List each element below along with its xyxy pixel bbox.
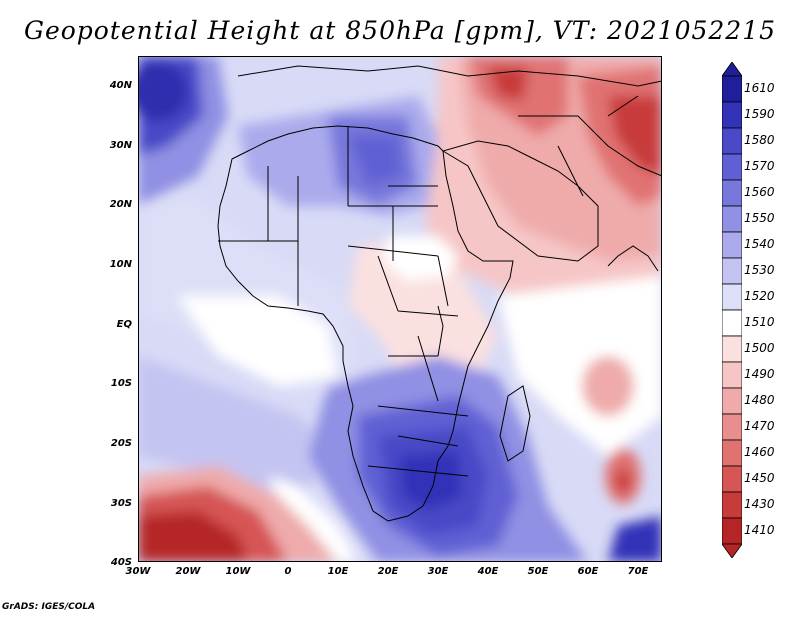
colorbar-swatch xyxy=(722,75,742,103)
lat-label-30n: 30N xyxy=(109,140,132,151)
colorbar-level-label: 1410 xyxy=(744,523,775,537)
lat-label-10s: 10S xyxy=(110,378,132,389)
lon-label-50e: 50E xyxy=(527,566,549,577)
colorbar-swatch xyxy=(722,361,742,389)
colorbar-level-label: 1550 xyxy=(744,211,775,225)
colorbar-swatch xyxy=(722,283,742,311)
colorbar-level-label: 1480 xyxy=(744,393,775,407)
lat-label-40n: 40N xyxy=(109,80,132,91)
colorbar-level-label: 1500 xyxy=(744,341,775,355)
footer-credit: GrADS: IGES/COLA xyxy=(2,602,96,612)
colorbar-level-label: 1610 xyxy=(744,81,775,95)
colorbar-level-label: 1470 xyxy=(744,419,775,433)
colorbar-swatch xyxy=(722,101,742,129)
colorbar-swatch xyxy=(722,413,742,441)
colorbar-level-label: 1510 xyxy=(744,315,775,329)
lon-label-40e: 40E xyxy=(477,566,499,577)
colorbar-bottom-arrow xyxy=(722,543,742,558)
colorbar-level-label: 1560 xyxy=(744,185,775,199)
lon-label-20w: 20W xyxy=(175,566,201,577)
colorbar-level-label: 1460 xyxy=(744,445,775,459)
colorbar-swatch xyxy=(722,491,742,519)
map-frame xyxy=(138,56,662,562)
colorbar-level-label: 1520 xyxy=(744,289,775,303)
lat-label-40s: 40S xyxy=(110,557,132,568)
geopotential-height-map xyxy=(138,56,662,562)
colorbar xyxy=(722,62,742,558)
colorbar-swatch xyxy=(722,231,742,259)
colorbar-swatch xyxy=(722,127,742,155)
colorbar-swatch xyxy=(722,309,742,337)
colorbar-swatch xyxy=(722,439,742,467)
coastline-africa xyxy=(217,65,662,522)
colorbar-swatch xyxy=(722,205,742,233)
map-panel xyxy=(138,56,662,562)
colorbar-level-label: 1530 xyxy=(744,263,775,277)
colorbar-level-label: 1570 xyxy=(744,159,775,173)
colorbar-swatch xyxy=(722,257,742,285)
colorbar-level-label: 1590 xyxy=(744,107,775,121)
colorbar-swatch xyxy=(722,153,742,181)
lon-label-10w: 10W xyxy=(225,566,251,577)
colorbar-swatch xyxy=(722,179,742,207)
colorbar-swatch xyxy=(722,387,742,415)
lat-label-20s: 20S xyxy=(110,438,132,449)
lat-label-20n: 20N xyxy=(109,199,132,210)
lon-label-20e: 20E xyxy=(377,566,399,577)
lon-label-30e: 30E xyxy=(427,566,449,577)
lon-label-60e: 60E xyxy=(577,566,599,577)
lat-label-eq: EQ xyxy=(116,319,132,330)
lon-label-30w: 30W xyxy=(125,566,151,577)
lon-label-10e: 10E xyxy=(327,566,349,577)
colorbar-level-label: 1450 xyxy=(744,471,775,485)
lat-label-10n: 10N xyxy=(109,259,132,270)
colorbar-swatch xyxy=(722,465,742,493)
lon-label-70e: 70E xyxy=(627,566,649,577)
colorbar-swatch xyxy=(722,335,742,363)
colorbar-level-label: 1540 xyxy=(744,237,775,251)
colorbar-level-label: 1430 xyxy=(744,497,775,511)
lat-label-30s: 30S xyxy=(110,498,132,509)
colorbar-swatch xyxy=(722,517,742,545)
lon-label-0: 0 xyxy=(284,566,292,577)
colorbar-level-label: 1490 xyxy=(744,367,775,381)
map-title: Geopotential Height at 850hPa [gpm], VT:… xyxy=(23,16,777,45)
colorbar-top-arrow xyxy=(722,62,742,77)
colorbar-level-label: 1580 xyxy=(744,133,775,147)
